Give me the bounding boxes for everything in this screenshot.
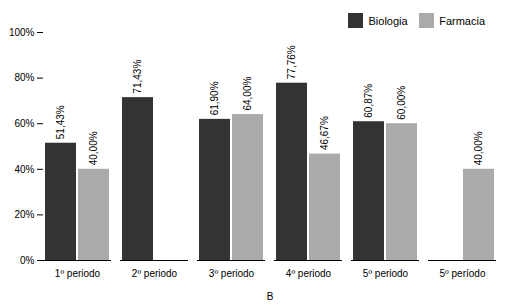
svg-text:77,76%: 77,76% (286, 45, 297, 79)
svg-text:60%: 60% (14, 118, 34, 129)
html-text:Farmacia: Farmacia (439, 14, 485, 27)
svg-text:61,90%: 61,90% (209, 81, 220, 115)
svg-text:5º periodo: 5º periodo (363, 268, 409, 279)
svg-text:71,43%: 71,43% (132, 60, 143, 94)
svg-text:64,00%: 64,00% (242, 77, 253, 111)
svg-text:1º periodo: 1º periodo (55, 268, 101, 279)
svg-text:40,00%: 40,00% (473, 131, 484, 165)
svg-text:40,00%: 40,00% (88, 131, 99, 165)
svg-text:46,67%: 46,67% (319, 116, 330, 150)
svg-text:80%: 80% (14, 72, 34, 83)
svg-text:2º periodo: 2º periodo (132, 268, 178, 279)
html-text:Biologia: Biologia (368, 14, 408, 27)
svg-text:3º periodo: 3º periodo (209, 268, 255, 279)
svg-text:20%: 20% (14, 209, 34, 220)
svg-text:60,00%: 60,00% (396, 86, 407, 120)
svg-text:0%: 0% (20, 255, 35, 266)
svg-text:100%: 100% (9, 27, 35, 38)
svg-text:40%: 40% (14, 164, 34, 175)
svg-text:60,87%: 60,87% (363, 84, 374, 118)
svg-text:B: B (267, 291, 274, 302)
svg-text:4º periodo: 4º periodo (286, 268, 332, 279)
svg-text:5º período: 5º período (440, 268, 486, 279)
svg-text:51,43%: 51,43% (55, 105, 66, 139)
